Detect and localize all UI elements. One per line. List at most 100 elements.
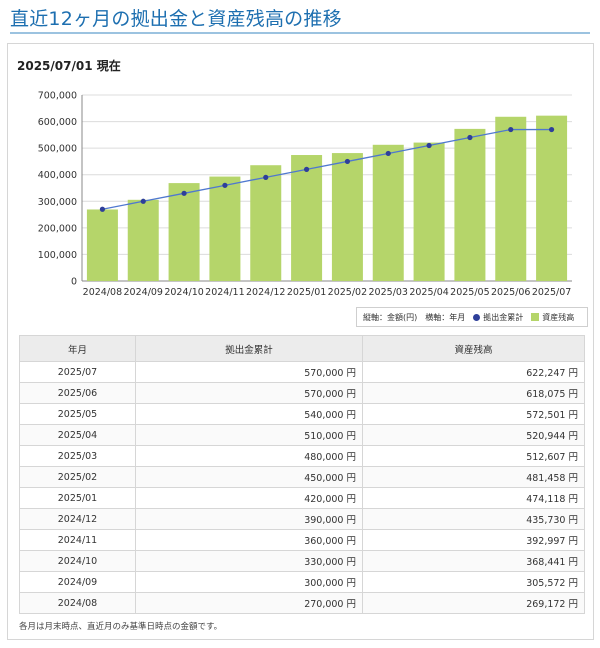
contribution-table: 年月 拠出金累計 資産残高 2025/07 570,000 円 622,247 円 … [19,335,585,614]
cell-month: 2025/01 [19,487,136,509]
table-row: 2025/04 510,000 円 520,944 円 [19,424,585,446]
table-row: 2025/05 540,000 円 572,501 円 [19,403,585,425]
cell-balance: 435,730 円 [362,508,585,530]
cell-balance: 392,997 円 [362,529,585,551]
table-row: 2025/07 570,000 円 622,247 円 [19,361,585,383]
contribution-point [222,182,228,188]
x-tick-label: 2025/05 [450,287,489,298]
bar [413,142,445,281]
table-row: 2024/08 270,000 円 269,172 円 [19,592,585,614]
bar [127,199,159,281]
contribution-line [102,128,552,210]
contribution-point [426,142,432,149]
cell-month: 2025/05 [19,403,136,425]
contribution-point [263,174,269,180]
cell-month: 2025/07 [19,361,136,383]
cell-balance: 520,944 円 [362,424,585,446]
chart-legend: 縦軸：金額(円) 横軸：年月 拠出金累計 資産残高 [356,307,588,327]
bar [536,115,568,281]
x-tick-label: 2025/06 [491,287,530,298]
bar [250,165,282,281]
cell-contribution: 540,000 円 [135,403,363,425]
cell-balance: 622,247 円 [362,361,585,383]
y-tick-label: 500,000 [38,144,77,155]
table-row: 2025/02 450,000 円 481,458 円 [19,466,585,488]
cell-balance: 368,441 円 [362,550,585,572]
cell-balance: 512,607 円 [362,445,585,467]
footnote: 各月は月末時点、直近月のみ基準日時点の金額です。 [19,622,223,632]
bar [209,176,241,281]
contribution-point [181,190,187,196]
x-tick-label: 2025/03 [369,287,408,298]
title-divider [10,32,590,34]
y-tick-label: 300,000 [38,197,77,208]
contribution-point [140,198,146,204]
table-header-row: 年月 拠出金累計 資産残高 [19,335,585,362]
bar [86,209,118,281]
cell-month: 2024/08 [19,592,136,614]
cell-month: 2025/06 [19,382,136,404]
y-tick-label: 400,000 [38,170,77,181]
cell-month: 2025/04 [19,424,136,446]
y-tick-label: 700,000 [38,91,77,102]
contribution-point [467,134,473,141]
cell-contribution: 360,000 円 [135,529,363,551]
table-row: 2024/11 360,000 円 392,997 円 [19,529,585,551]
x-tick-label: 2025/07 [532,287,571,298]
cell-contribution: 420,000 円 [135,487,363,509]
cell-balance: 269,172 円 [362,592,585,614]
cell-balance: 618,075 円 [362,382,585,404]
table-row: 2024/09 300,000 円 305,572 円 [19,571,585,593]
cell-contribution: 570,000 円 [135,382,363,404]
bar [331,153,363,281]
y-tick-label: 600,000 [38,117,77,128]
contribution-point [385,150,391,157]
bar [495,116,527,281]
cell-month: 2024/11 [19,529,136,551]
legend-line-marker [473,313,481,321]
cell-contribution: 390,000 円 [135,508,363,530]
cell-month: 2025/02 [19,466,136,488]
table-row: 2024/10 330,000 円 368,441 円 [19,550,585,572]
x-tick-label: 2025/02 [328,287,367,298]
cell-contribution: 450,000 円 [135,466,363,488]
y-tick-label: 200,000 [38,223,77,234]
y-tick-label: 100,000 [38,250,77,261]
x-tick-label: 2025/01 [287,287,326,298]
cell-month: 2024/10 [19,550,136,572]
balance-chart: 0 100,000 200,000 300,000 400,000 500,000 600,… [38,91,572,298]
cell-contribution: 480,000 円 [135,445,363,467]
x-tick-label: 2024/08 [83,287,122,298]
cell-balance: 481,458 円 [362,466,585,488]
cell-contribution: 270,000 円 [135,592,363,614]
header-month: 年月 [19,335,136,362]
table-row: 2025/06 570,000 円 618,075 円 [19,382,585,404]
cell-contribution: 330,000 円 [135,550,363,572]
contribution-point [548,126,555,133]
legend-bar-marker [531,313,540,321]
page-title: 直近12ヶ月の拠出金と資産残高の推移 [10,8,342,30]
cell-month: 2024/12 [19,508,136,530]
legend-bar-label: 資産残高 [542,312,575,322]
cell-contribution: 300,000 円 [135,571,363,593]
x-tick-label: 2024/10 [164,287,203,298]
cell-contribution: 510,000 円 [135,424,363,446]
cell-balance: 572,501 円 [362,403,585,425]
bar [454,128,486,281]
y-tick-label: 0 [71,277,77,288]
cell-month: 2024/09 [19,571,136,593]
cell-balance: 305,572 円 [362,571,585,593]
contribution-point [344,158,351,165]
table-row: 2025/01 420,000 円 474,118 円 [19,487,585,509]
table-row: 2024/12 390,000 円 435,730 円 [19,508,585,530]
x-tick-label: 2024/12 [246,287,285,298]
contribution-point [508,126,514,133]
bar [291,155,323,281]
bar [372,144,404,281]
legend-line-label: 拠出金累計 [483,312,524,322]
legend-axis-note: 縦軸：金額(円) 横軸：年月 [363,312,466,322]
table-row: 2025/03 480,000 円 512,607 円 [19,445,585,467]
x-tick-label: 2024/11 [205,287,244,298]
cell-balance: 474,118 円 [362,487,585,509]
x-tick-label: 2025/04 [409,287,448,298]
